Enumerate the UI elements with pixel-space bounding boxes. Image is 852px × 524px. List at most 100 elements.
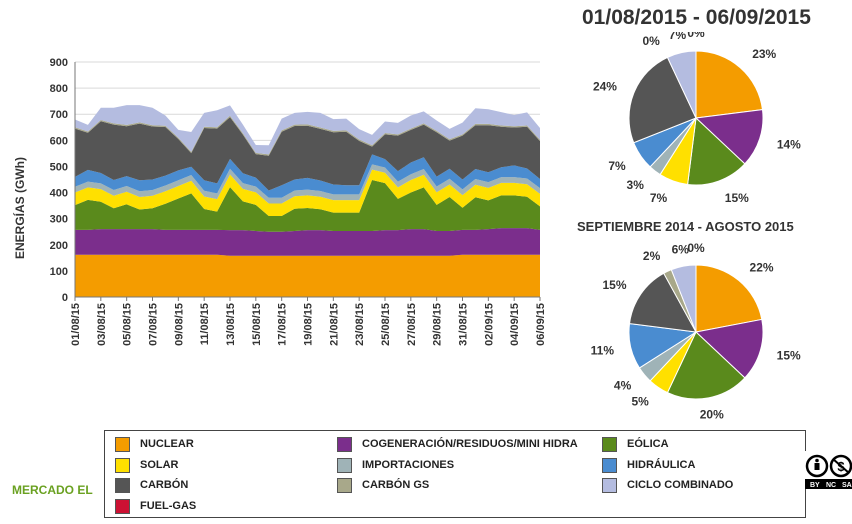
x-tick-label: 11/08/15: [199, 303, 211, 345]
pie-slice-ciclo-combinado: [666, 50, 697, 119]
legend-swatch: [602, 437, 617, 452]
legend-swatch: [115, 437, 130, 452]
legend-swatch: [337, 457, 352, 473]
pie-slice-cogeneracion-residuos-mini-hidra: [694, 318, 764, 379]
pie-label-solar: 7%: [650, 191, 668, 205]
area-series-eolica: [75, 180, 540, 232]
pie-label-cogeneracion-residuos-mini-hidra: 15%: [777, 348, 801, 362]
cc-label-sa: SA: [842, 482, 852, 489]
x-tick-label: 27/08/15: [406, 303, 418, 346]
legend-swatch: [337, 478, 352, 493]
legend-label: IMPORTACIONES: [362, 458, 455, 471]
x-tick-label: 02/09/15: [483, 303, 495, 346]
legend-label: CARBÓN: [140, 479, 189, 491]
pie-label-solar: 5%: [631, 394, 649, 408]
pie-label-eolica: 15%: [725, 191, 749, 205]
x-tick-label: 15/08/15: [251, 303, 263, 346]
x-tick-label: 13/08/15: [225, 303, 237, 346]
pie-label-cogeneracion-residuos-mini-hidra: 14%: [777, 137, 801, 151]
legend-swatch: [602, 478, 617, 493]
pie-slice-nuclear: [695, 264, 763, 333]
legend-swatch: [115, 457, 130, 473]
pie-chart-title-period: 01/08/2015 - 06/09/2015: [582, 6, 811, 29]
x-tick-label: 31/08/15: [458, 303, 470, 346]
y-tick-label: 300: [50, 214, 68, 226]
pie-slice-nuclear: [695, 50, 764, 119]
area-series-cogeneracion-residuos-mini-hidra: [75, 228, 540, 256]
pie-slice-ciclo-combinado: [670, 264, 697, 333]
pie-slice-cogeneracion-residuos-mini-hidra: [694, 109, 764, 165]
area-series-carbon: [75, 117, 540, 191]
legend-label: CARBÓN GS: [362, 479, 430, 491]
cc-label-by: BY: [810, 482, 820, 489]
x-tick-label: 17/08/15: [277, 303, 289, 346]
x-tick-label: 01/08/15: [70, 303, 82, 346]
y-tick-label: 900: [50, 57, 68, 69]
area-series-importaciones: [75, 164, 540, 204]
y-tick-label: 500: [50, 161, 68, 173]
pie-label-ciclo-combinado: 7%: [669, 32, 687, 42]
area-series-ciclo-combinado: [75, 105, 540, 155]
energy-stacked-area-chart: 0 100 200 300 400 500 600 700 800 900 01/08/15 03/…: [12, 57, 547, 346]
pie-slice-carbon: [628, 272, 697, 333]
pie-chart-period: 23%14%15%7%3%7%24%0% 7% 0%: [593, 32, 801, 205]
legend-swatch: [337, 437, 352, 452]
pie-label-carbon: 15%: [602, 278, 626, 292]
creative-commons-by-nc-icon: $ BY NC SA: [805, 451, 852, 489]
x-tick-label: 07/08/15: [148, 303, 160, 346]
x-tick-label: 05/08/15: [122, 303, 134, 346]
area-series-hidraulica: [75, 154, 540, 198]
legend-label: NUCLEAR: [140, 438, 194, 450]
pie-slice-eolica: [687, 116, 746, 186]
y-tick-label: 700: [50, 109, 68, 121]
pie-chart-title-annual: SEPTIEMBRE 2014 - AGOSTO 2015: [577, 219, 794, 234]
legend-label: HIDRÁULICA: [627, 458, 696, 471]
chart-series-areas: [75, 105, 540, 297]
legend-swatch: [602, 457, 617, 473]
pie-label-importaciones: 4%: [614, 379, 632, 393]
area-series-solar: [75, 169, 540, 217]
x-tick-labels: 01/08/15 03/08/15 05/08/15 07/08/15 09/08/15…: [70, 303, 547, 346]
y-tick-label: 100: [50, 266, 68, 278]
chart-axes: [74, 62, 541, 301]
y-tick-labels: 0 100 200 300 400 500 600 700 800 900: [50, 57, 68, 304]
x-tick-label: 29/08/15: [432, 303, 444, 346]
area-series-nuclear: [75, 254, 540, 297]
legend-label: FUEL-GAS: [140, 499, 197, 512]
x-tick-label: 03/08/15: [96, 303, 108, 346]
x-tick-label: 09/08/15: [173, 303, 185, 346]
pie-slice-eolica: [666, 331, 746, 400]
y-axis-label: ENERGÍAS (GWh): [12, 157, 27, 259]
y-tick-label: 400: [50, 188, 68, 200]
y-tick-label: 800: [50, 83, 68, 95]
x-tick-label: 19/08/15: [303, 303, 315, 346]
x-tick-label: 04/09/15: [509, 303, 521, 346]
legend-label: COGENERACIÓN/RESIDUOS/MINI HIDRA: [362, 438, 578, 450]
pie-slice-carbon: [628, 56, 697, 144]
pie-chart-annual: 22% 15% 20% 5%4% 11% 15% 2% 6%0%: [591, 241, 801, 422]
pie-label-carbon: 24%: [593, 80, 617, 94]
pie-label-carbon-gs: 0%: [642, 34, 660, 48]
cc-label-nc: NC: [826, 482, 836, 489]
y-tick-label: 0: [62, 292, 68, 304]
legend-label: EÓLICA: [627, 438, 669, 450]
pie-label-carbon-gs: 2%: [643, 249, 661, 263]
x-tick-label: 25/08/15: [380, 303, 392, 346]
pie-label-importaciones: 3%: [627, 178, 645, 192]
pie-label-fuel-gas: 0%: [687, 241, 705, 255]
footer-label: MERCADO EL: [12, 483, 93, 497]
x-tick-label: 21/08/15: [328, 303, 340, 346]
x-tick-label: 23/08/15: [354, 303, 366, 346]
pie-label-nuclear: 22%: [750, 260, 774, 274]
pie-label-nuclear: 23%: [752, 47, 776, 61]
y-tick-label: 200: [50, 240, 68, 252]
x-tick-label: 06/09/15: [535, 303, 547, 346]
pie-label-hidraulica: 11%: [591, 343, 615, 357]
legend-label: CICLO COMBINADO: [627, 479, 734, 491]
y-tick-label: 600: [50, 135, 68, 147]
chart-legend: NUCLEAR COGENERACIÓN/RESIDUOS/MINI HIDRA E…: [104, 430, 806, 518]
legend-swatch: [115, 498, 130, 514]
pie-label-eolica: 20%: [700, 408, 724, 422]
pie-label-ciclo-combinado: 6%: [672, 242, 690, 256]
legend-swatch: [115, 478, 130, 493]
